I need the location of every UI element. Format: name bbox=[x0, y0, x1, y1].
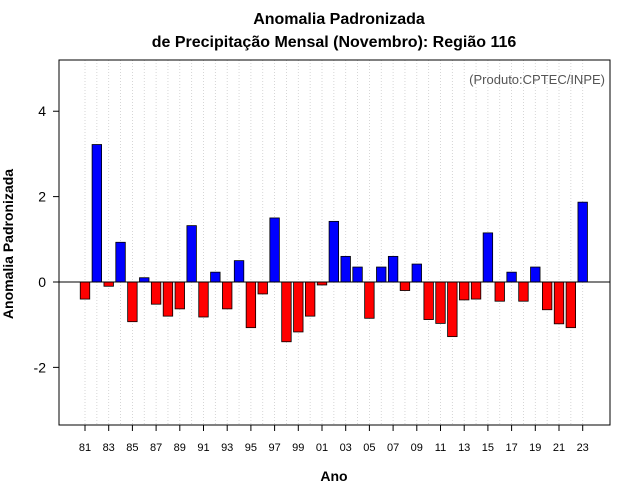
bar-1999 bbox=[293, 281, 304, 333]
bar-2008 bbox=[399, 281, 411, 291]
bar-1996 bbox=[257, 281, 268, 295]
bars bbox=[79, 144, 588, 343]
bar-1983 bbox=[103, 281, 114, 287]
x-tick-label: 05 bbox=[363, 442, 375, 454]
bar-2002 bbox=[328, 220, 340, 283]
x-tick-label: 85 bbox=[126, 442, 138, 454]
x-axis-title: Ano bbox=[320, 468, 347, 484]
bar-1998 bbox=[281, 281, 292, 343]
y-tick-label: -2 bbox=[34, 359, 47, 375]
x-tick-label: 23 bbox=[577, 442, 589, 454]
x-tick-label: 17 bbox=[505, 442, 517, 454]
plot-frame bbox=[58, 59, 611, 426]
bar-2010 bbox=[423, 281, 434, 320]
x-tick-label: 01 bbox=[316, 442, 328, 454]
bar-2017 bbox=[506, 271, 517, 283]
chart-title-line2: de Precipitação Mensal (Novembro): Regiã… bbox=[152, 34, 517, 51]
chart-title-line1: Anomalia Padronizada bbox=[253, 11, 425, 28]
x-tick-label: 95 bbox=[245, 442, 257, 454]
bar-1984 bbox=[115, 241, 126, 283]
bar-1989 bbox=[174, 281, 185, 310]
bar-2019 bbox=[530, 266, 541, 283]
bar-1994 bbox=[233, 260, 245, 283]
bar-2023 bbox=[577, 201, 588, 283]
x-tick-label: 15 bbox=[482, 442, 494, 454]
x-tick-label: 99 bbox=[292, 442, 304, 454]
bar-2020 bbox=[542, 281, 553, 311]
bar-1988 bbox=[162, 281, 174, 317]
grid-lines bbox=[84, 60, 584, 425]
y-axis-title: Anomalia Padronizada bbox=[0, 169, 16, 319]
y-tick-label: 0 bbox=[38, 274, 46, 290]
bar-2012 bbox=[447, 281, 458, 338]
bar-1990 bbox=[186, 225, 197, 283]
bar-1997 bbox=[269, 217, 280, 283]
x-tick-label: 19 bbox=[529, 442, 541, 454]
bar-2022 bbox=[565, 281, 576, 329]
x-tick-label: 91 bbox=[197, 442, 209, 454]
bar-2015 bbox=[482, 232, 494, 283]
bar-2006 bbox=[376, 266, 387, 283]
x-axis: 81 83 85 87 89 91 93 95 97 99 01 03 05 07 09 11 13 15 17 19… bbox=[79, 425, 589, 454]
x-tick-label: 83 bbox=[103, 442, 115, 454]
bar-2009 bbox=[411, 263, 422, 283]
chart-annotation: (Produto:CPTEC/INPE) bbox=[469, 72, 605, 87]
bar-1982 bbox=[91, 144, 102, 283]
bar-2005 bbox=[364, 281, 375, 319]
x-tick-label: 11 bbox=[435, 442, 446, 454]
x-tick-label: 09 bbox=[411, 442, 423, 454]
y-axis: -2 0 2 4 bbox=[34, 103, 59, 375]
x-tick-label: 93 bbox=[221, 442, 233, 454]
bar-1981 bbox=[79, 281, 91, 300]
bar-2007 bbox=[387, 255, 399, 283]
bar-1993 bbox=[222, 281, 233, 310]
bar-2014 bbox=[470, 281, 482, 300]
bar-2021 bbox=[553, 281, 565, 325]
bar-1992 bbox=[210, 271, 221, 283]
bar-1985 bbox=[127, 281, 138, 323]
x-tick-label: 81 bbox=[79, 442, 91, 454]
bar-1995 bbox=[245, 281, 257, 329]
bar-2011 bbox=[435, 281, 446, 324]
bar-2013 bbox=[459, 281, 470, 301]
bar-2016 bbox=[494, 281, 505, 302]
bar-2004 bbox=[352, 266, 363, 283]
x-tick-label: 87 bbox=[150, 442, 162, 454]
bar-2018 bbox=[518, 281, 529, 302]
bar-2000 bbox=[304, 281, 316, 317]
bar-2003 bbox=[340, 255, 351, 283]
x-tick-label: 03 bbox=[340, 442, 352, 454]
bar-1987 bbox=[150, 281, 162, 305]
x-tick-label: 13 bbox=[458, 442, 470, 454]
y-tick-label: 4 bbox=[38, 103, 46, 119]
x-tick-label: 21 bbox=[553, 442, 565, 454]
bar-1986 bbox=[139, 277, 150, 283]
x-tick-label: 97 bbox=[268, 442, 280, 454]
x-tick-label: 07 bbox=[387, 442, 399, 454]
y-tick-label: 2 bbox=[38, 189, 46, 205]
bar-1991 bbox=[198, 281, 209, 318]
x-tick-label: 89 bbox=[174, 442, 186, 454]
